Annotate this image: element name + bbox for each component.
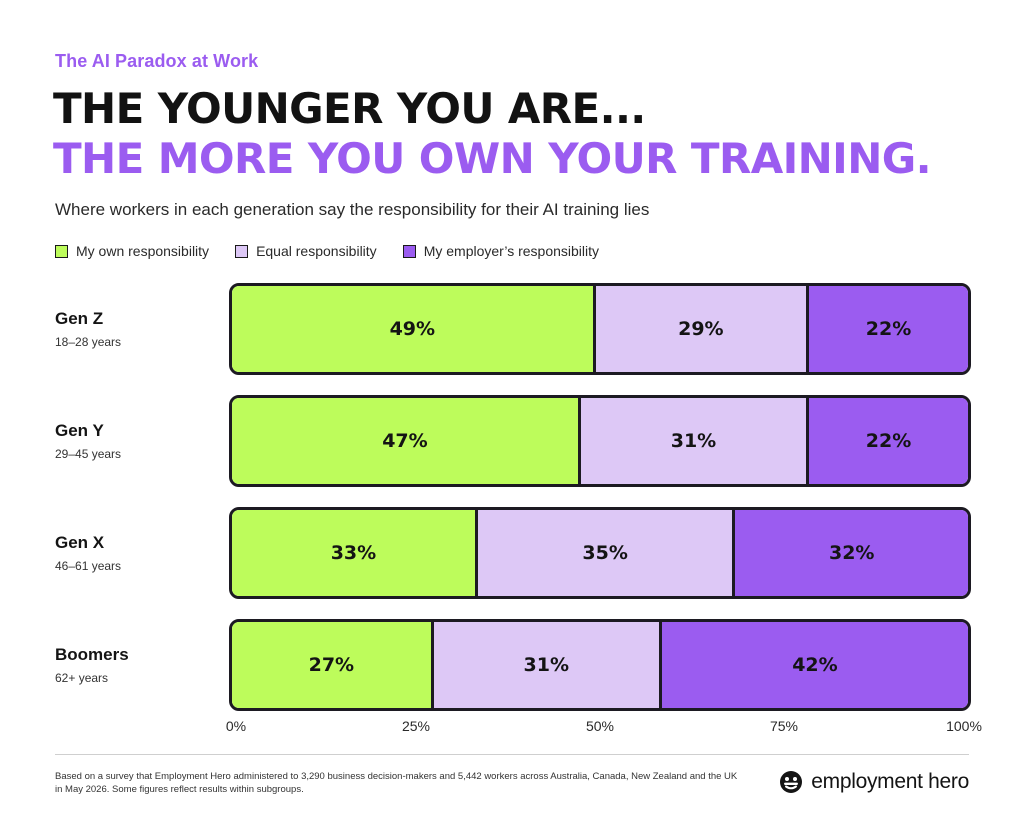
- legend-item-employer: My employer’s responsibility: [402, 243, 600, 259]
- bar-segment-employer: 32%: [732, 510, 968, 596]
- data-label: 31%: [670, 430, 717, 452]
- category-age-range: 18–28 years: [55, 335, 122, 349]
- data-label: 49%: [389, 318, 436, 340]
- legend-label-own: My own responsibility: [76, 243, 210, 259]
- category-name: Gen Y: [55, 421, 104, 440]
- legend-label-equal: Equal responsibility: [256, 243, 377, 259]
- bar-segment-equal: 31%: [430, 622, 659, 708]
- legend-swatch-own: [55, 244, 68, 258]
- bar-segment-own: 33%: [232, 510, 475, 596]
- bar-gen-y: 47% 31% 22%: [229, 395, 971, 487]
- data-label: 29%: [678, 318, 724, 340]
- row-label-gen-x: Gen X 46–61 years: [55, 533, 121, 573]
- headline: THE YOUNGER YOU ARE... THE MORE YOU OWN …: [53, 84, 932, 184]
- legend-item-equal: Equal responsibility: [235, 243, 377, 259]
- chart-subtitle: Where workers in each generation say the…: [55, 200, 650, 219]
- bar-segment-employer: 42%: [658, 622, 968, 708]
- bar-gen-z: 49% 29% 22%: [229, 283, 971, 375]
- legend-swatch-equal: [235, 244, 249, 258]
- legend-swatch-employer: [402, 244, 416, 258]
- data-label: 33%: [330, 542, 377, 564]
- data-label: 32%: [828, 542, 875, 564]
- category-name: Gen Z: [55, 309, 104, 328]
- row-label-gen-z: Gen Z 18–28 years: [55, 309, 121, 349]
- footer-divider: [55, 754, 969, 755]
- legend-item-own: My own responsibility: [55, 243, 209, 259]
- bar-segment-employer: 22%: [806, 286, 968, 372]
- row-label-boomers: Boomers 62+ years: [55, 645, 129, 685]
- bar-segment-own: 49%: [232, 286, 593, 372]
- data-label: 22%: [865, 318, 912, 340]
- bar-segment-own: 27%: [232, 622, 431, 708]
- x-tick-label: 25%: [401, 718, 431, 734]
- category-age-range: 29–45 years: [55, 447, 122, 461]
- bar-segment-own: 47%: [232, 398, 578, 484]
- category-name: Gen X: [55, 533, 105, 552]
- bar-gen-x: 33% 35% 32%: [229, 507, 971, 599]
- employment-hero-logo-icon: [780, 771, 803, 793]
- x-tick-label: 75%: [769, 718, 799, 734]
- legend: My own responsibility Equal responsibilit…: [55, 243, 625, 259]
- legend-label-employer: My employer’s responsibility: [423, 243, 600, 259]
- data-label: 22%: [865, 430, 912, 452]
- headline-line-1: THE YOUNGER YOU ARE...: [53, 84, 646, 133]
- footnote: Based on a survey that Employment Hero a…: [55, 771, 738, 795]
- category-name: Boomers: [55, 645, 129, 664]
- bar-segment-equal: 31%: [577, 398, 807, 484]
- data-label: 42%: [792, 654, 838, 676]
- row-label-gen-y: Gen Y 29–45 years: [55, 421, 121, 461]
- bar-segment-equal: 35%: [474, 510, 733, 596]
- data-label: 27%: [308, 654, 355, 676]
- x-tick-label: 0%: [225, 718, 247, 734]
- brand-logo: employment hero: [779, 770, 969, 794]
- data-label: 31%: [523, 654, 570, 676]
- bar-boomers: 27% 31% 42%: [229, 619, 971, 711]
- data-label: 35%: [582, 542, 628, 564]
- x-tick-label: 50%: [585, 718, 615, 734]
- brand-name: employment hero: [811, 770, 969, 793]
- category-age-range: 46–61 years: [55, 559, 122, 573]
- data-label: 47%: [382, 430, 428, 452]
- eyebrow-title: The AI Paradox at Work: [55, 51, 259, 71]
- category-age-range: 62+ years: [55, 671, 109, 685]
- x-tick-label: 100%: [946, 718, 982, 734]
- headline-line-2: THE MORE YOU OWN YOUR TRAINING.: [53, 134, 932, 183]
- bar-segment-employer: 22%: [806, 398, 968, 484]
- bar-segment-equal: 29%: [592, 286, 807, 372]
